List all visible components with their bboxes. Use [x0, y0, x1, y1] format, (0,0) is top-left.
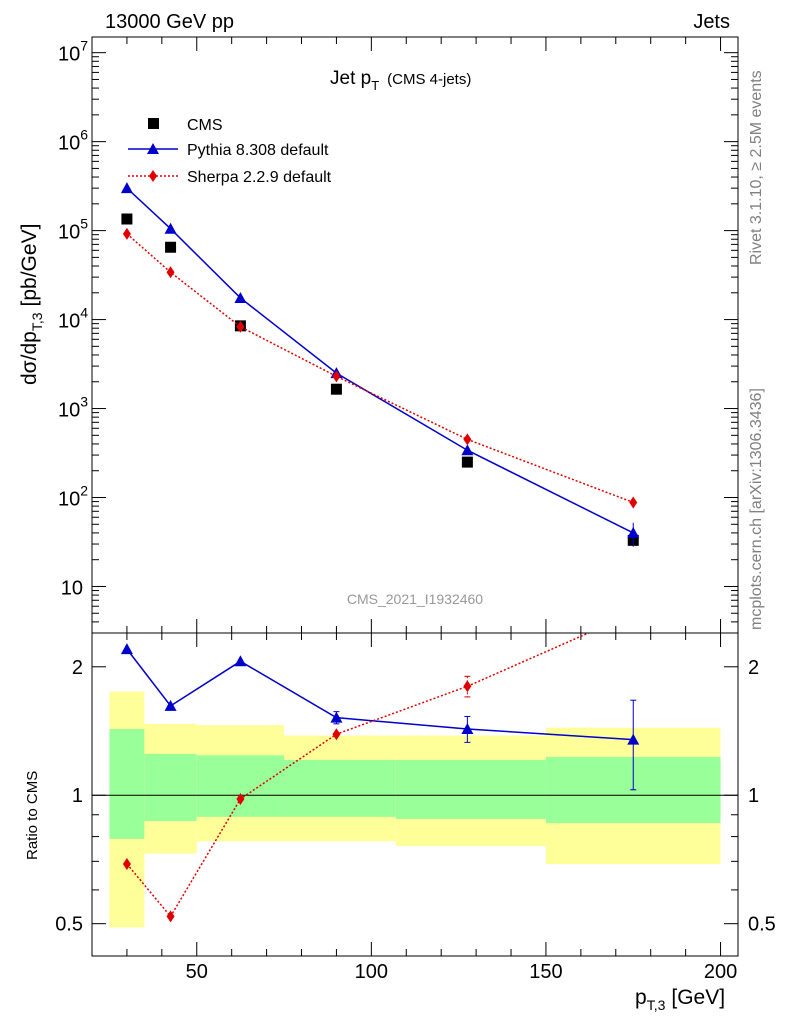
- main-data-point: [164, 222, 177, 234]
- ratio-y-label: Ratio to CMS: [24, 771, 41, 860]
- rivet-label: Rivet 3.1.10, ≥ 2.5M events: [748, 70, 765, 265]
- ratio-band-green: [196, 755, 285, 817]
- ratio-tick-labels: 0.5 0.5 1 1 2 2 50 100 150 200: [55, 657, 776, 983]
- ratio-band-green: [284, 759, 396, 817]
- legend-marker-sherpa: [149, 170, 157, 182]
- main-y-tick-label: 105: [58, 216, 88, 244]
- x-tick-label: 100: [355, 961, 388, 983]
- main-data-point: [166, 266, 175, 279]
- main-y-tick-label: 106: [58, 127, 88, 155]
- ratio-data-point: [330, 711, 343, 723]
- main-data-point: [236, 320, 245, 333]
- ratio-data-point: [166, 910, 175, 923]
- ratio-data-point: [463, 680, 472, 693]
- legend: CMS Pythia 8.308 default Sherpa 2.2.9 de…: [128, 117, 332, 186]
- legend-label-cms: CMS: [187, 117, 223, 134]
- ratio-series-line: [126, 633, 591, 918]
- ratio-panel: 0.5 0.5 1 1 2 2 50 100 150 200 Ratio to CMS pT,3[…: [24, 607, 776, 1013]
- ratio-data-point: [629, 607, 637, 619]
- ratio-frame: [91, 632, 739, 957]
- ratio-band-green: [109, 728, 145, 839]
- main-series-1: [120, 182, 640, 547]
- main-series-line: [126, 233, 634, 504]
- main-data-point: [627, 526, 640, 538]
- main-y-tick-label: 10: [61, 577, 83, 599]
- main-data-point: [165, 241, 177, 253]
- main-series-0: [121, 213, 639, 546]
- main-data-point: [332, 370, 341, 383]
- main-data-point: [234, 291, 247, 303]
- x-tick-label: 150: [529, 961, 562, 983]
- chart-title: Jet pT (CMS 4-jets): [330, 68, 471, 93]
- main-data-point: [463, 433, 472, 446]
- x-tick-label: 50: [186, 961, 208, 983]
- ratio-data-point: [234, 655, 247, 667]
- main-y-label: dσ/dpT,3[pb/GeV]: [18, 224, 45, 385]
- main-y-tick-label: 102: [58, 483, 88, 511]
- mcplots-label: mcplots.cern.ch [arXiv:1306.3436]: [748, 388, 765, 630]
- ratio-y-tick-label-right: 1: [748, 785, 759, 807]
- x-tick-label: 200: [704, 961, 737, 983]
- chart-title-sub: T: [371, 78, 379, 93]
- main-data-point: [629, 496, 638, 509]
- ratio-axis-ticks: [92, 633, 738, 956]
- main-y-tick-labels: 10 102 103 104 105 106 107: [58, 38, 88, 600]
- ratio-series-line: [126, 648, 634, 741]
- ratio-series-1: [122, 607, 637, 923]
- ratio-y-tick-label: 1: [72, 785, 83, 807]
- ratio-data-point: [332, 728, 341, 741]
- ratio-data-point: [627, 733, 640, 745]
- main-y-tick-label: 107: [58, 38, 88, 66]
- main-series-2: [122, 227, 638, 509]
- main-y-tick-label: 103: [58, 394, 88, 422]
- main-data-point: [122, 227, 131, 240]
- main-data-point: [121, 213, 133, 225]
- main-data-point: [120, 182, 133, 194]
- ratio-series-0: [120, 643, 640, 791]
- ratio-y-tick-label: 2: [72, 657, 83, 679]
- ratio-data-point: [461, 722, 474, 734]
- main-data-point: [461, 456, 473, 468]
- ratio-data-point: [120, 643, 133, 655]
- analysis-watermark: CMS_2021_I1932460: [347, 591, 483, 607]
- main-y-tick-label: 104: [58, 305, 88, 333]
- header-right: Jets: [693, 11, 730, 33]
- ratio-band-green: [144, 753, 197, 822]
- legend-marker-cms: [148, 118, 159, 129]
- ratio-data-point: [236, 792, 245, 805]
- chart-title-main: Jet p: [330, 68, 371, 89]
- main-data-point: [461, 444, 474, 456]
- main-series: [120, 182, 640, 547]
- ratio-y-tick-label: 0.5: [55, 914, 83, 936]
- legend-label-pythia: Pythia 8.308 default: [187, 142, 329, 159]
- main-data-point: [330, 383, 342, 395]
- ratio-series: [120, 607, 640, 923]
- ratio-y-tick-label-right: 2: [748, 657, 759, 679]
- ratio-data-point: [164, 699, 177, 711]
- ratio-uncertainty-bands: [109, 691, 721, 928]
- ratio-data-point: [122, 858, 131, 871]
- main-axis-ticks: [92, 37, 738, 634]
- legend-marker-pythia: [147, 143, 159, 154]
- legend-label-sherpa: Sherpa 2.2.9 default: [187, 169, 332, 186]
- chart-title-suffix: (CMS 4-jets): [387, 71, 471, 88]
- x-axis-label: pT,3 [GeV]: [635, 986, 725, 1013]
- ratio-y-tick-label-right: 0.5: [748, 914, 776, 936]
- header-left: 13000 GeV pp: [105, 11, 234, 33]
- main-series-line: [126, 187, 634, 534]
- ratio-band-green: [395, 759, 546, 819]
